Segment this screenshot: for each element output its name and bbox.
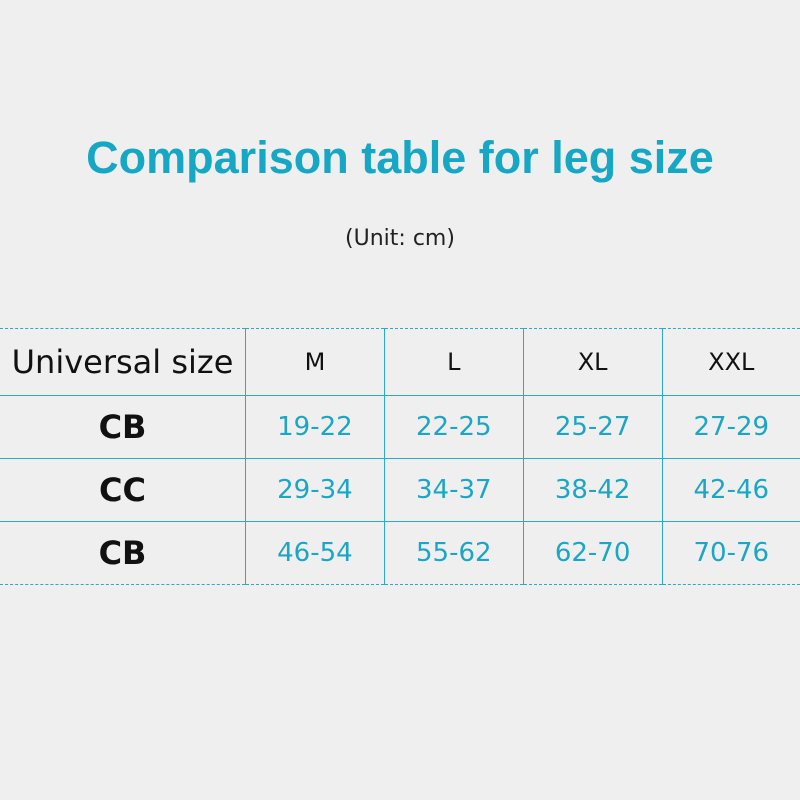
table-cell: 38-42 xyxy=(522,458,663,522)
header-cell: M xyxy=(245,328,385,396)
table-cell: 46-54 xyxy=(245,521,385,585)
table-row: CC 29-34 34-37 38-42 42-46 xyxy=(0,458,800,522)
row-label: CB xyxy=(0,521,246,585)
row-label: CB xyxy=(0,395,246,459)
row-label: CC xyxy=(0,458,246,522)
unit-label: (Unit: cm) xyxy=(345,226,455,251)
table-row: CB 46-54 55-62 62-70 70-76 xyxy=(0,521,800,585)
header-cell: XXL xyxy=(661,328,800,396)
table-cell: 62-70 xyxy=(522,521,663,585)
table-cell: 42-46 xyxy=(661,458,800,522)
table-cell: 27-29 xyxy=(661,395,800,459)
table-cell: 25-27 xyxy=(522,395,663,459)
page-title: Comparison table for leg size xyxy=(86,132,714,183)
table-row: CB 19-22 22-25 25-27 27-29 xyxy=(0,395,800,459)
header-cell: XL xyxy=(522,328,663,396)
table-cell: 29-34 xyxy=(245,458,385,522)
table-cell: 22-25 xyxy=(383,395,524,459)
header-cell: L xyxy=(383,328,524,396)
header-cell: Universal size xyxy=(0,328,246,396)
table-cell: 70-76 xyxy=(661,521,800,585)
table-cell: 55-62 xyxy=(383,521,524,585)
table-cell: 19-22 xyxy=(245,395,385,459)
table-header-row: Universal size M L XL XXL xyxy=(0,328,800,396)
table-cell: 34-37 xyxy=(383,458,524,522)
size-table: Universal size M L XL XXL CB 19-22 22-25… xyxy=(0,328,800,585)
